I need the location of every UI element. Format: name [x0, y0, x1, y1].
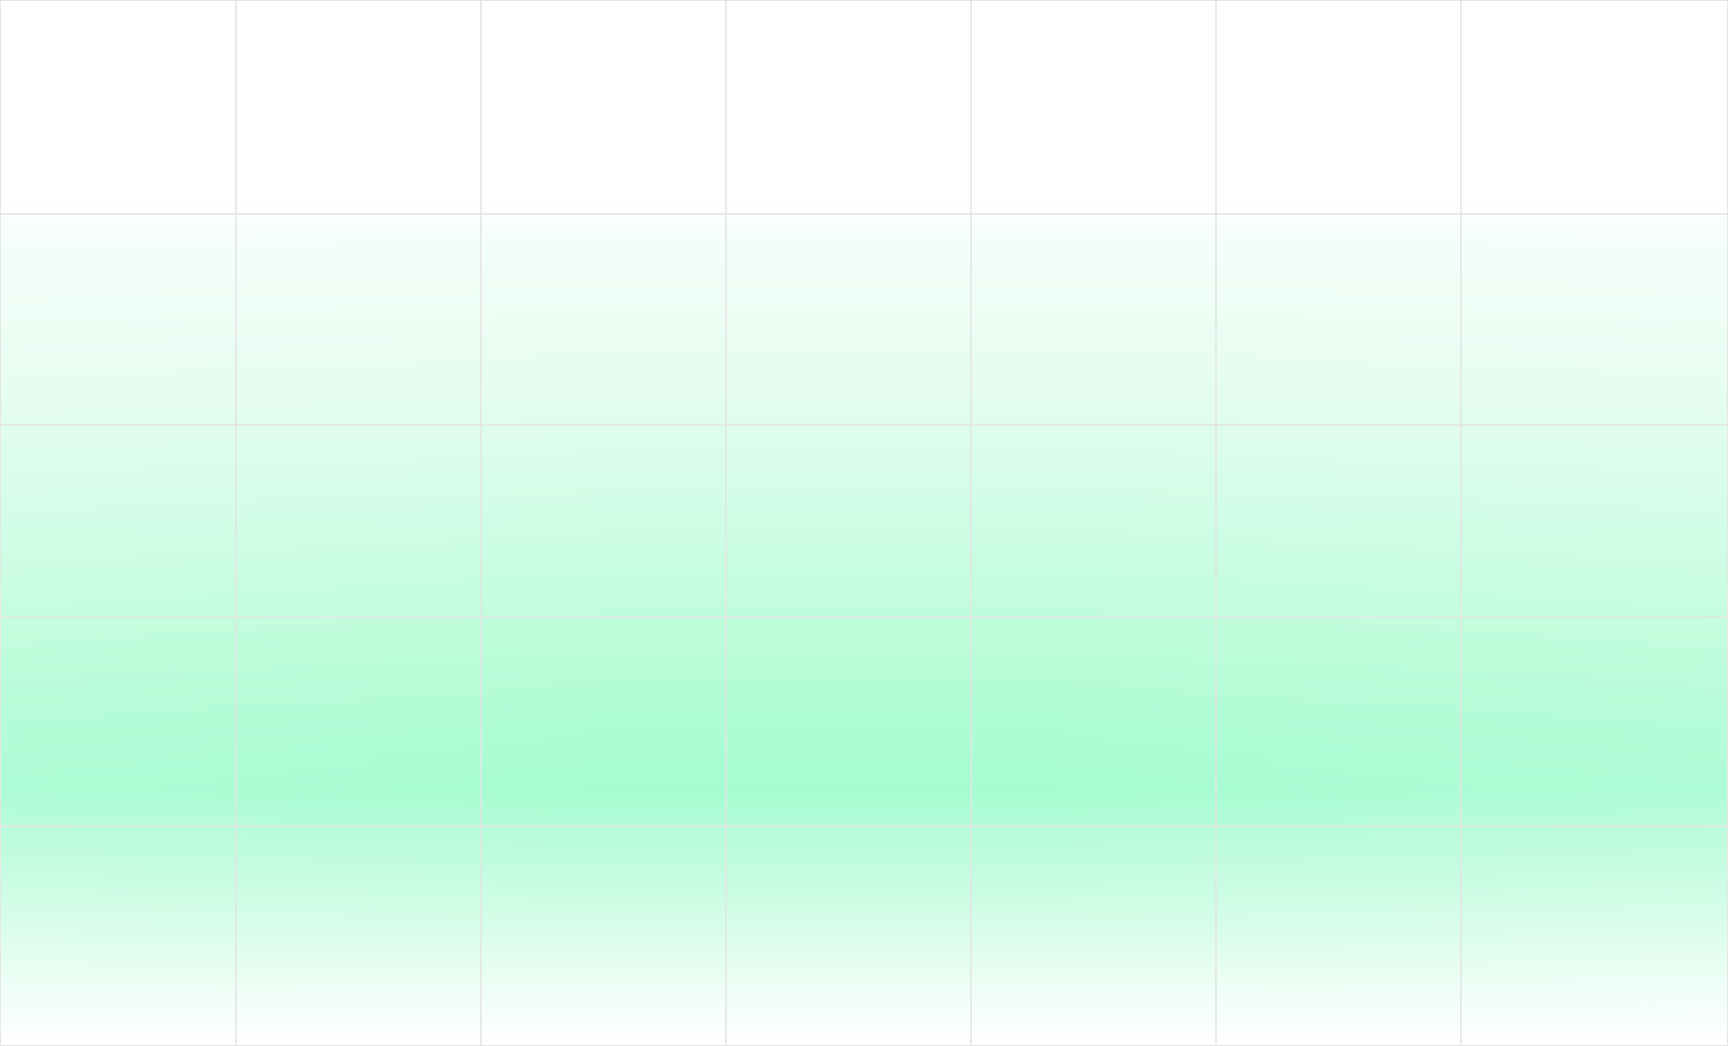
gradient-tint: [0, 0, 1728, 1046]
grid-overlay: [0, 0, 1728, 1046]
canvas: [0, 0, 1728, 1046]
green-gradient-glow: [0, 0, 1728, 1046]
